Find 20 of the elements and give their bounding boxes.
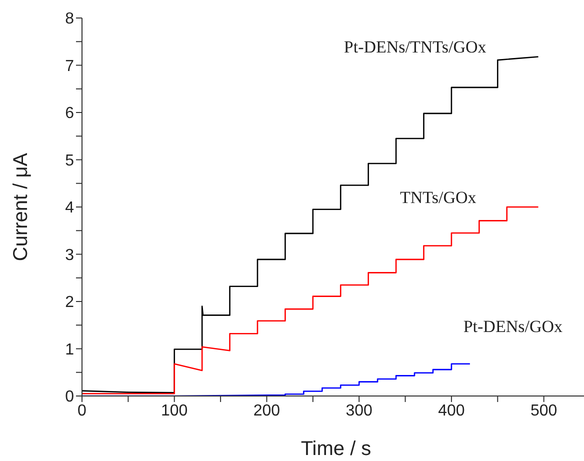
y-tick-label: 7 bbox=[65, 58, 74, 75]
x-tick-label: 300 bbox=[346, 402, 373, 420]
x-tick-label: 0 bbox=[78, 402, 87, 420]
y-tick-label: 0 bbox=[65, 388, 74, 406]
x-tick-label: 200 bbox=[253, 402, 280, 420]
series-label: TNTs/GOx bbox=[400, 188, 477, 207]
x-tick-label: 100 bbox=[161, 402, 188, 420]
y-tick-label: 2 bbox=[65, 294, 74, 312]
y-tick-label: 6 bbox=[65, 105, 74, 122]
y-tick-label: 3 bbox=[65, 246, 74, 264]
x-axis-title: Time / s bbox=[300, 438, 372, 460]
y-tick-label: 5 bbox=[65, 152, 74, 170]
y-tick-label: 1 bbox=[65, 341, 74, 358]
y-axis-title: Current / μA bbox=[10, 152, 32, 262]
x-tick-label: 400 bbox=[438, 402, 465, 420]
series-label: Pt-DENs/GOx bbox=[463, 316, 564, 336]
y-tick-label: 8 bbox=[65, 10, 74, 28]
series-label: Pt-DENs/TNTs/GOx bbox=[344, 38, 487, 57]
x-tick-label: 500 bbox=[530, 402, 558, 420]
y-tick-label: 4 bbox=[65, 200, 74, 217]
